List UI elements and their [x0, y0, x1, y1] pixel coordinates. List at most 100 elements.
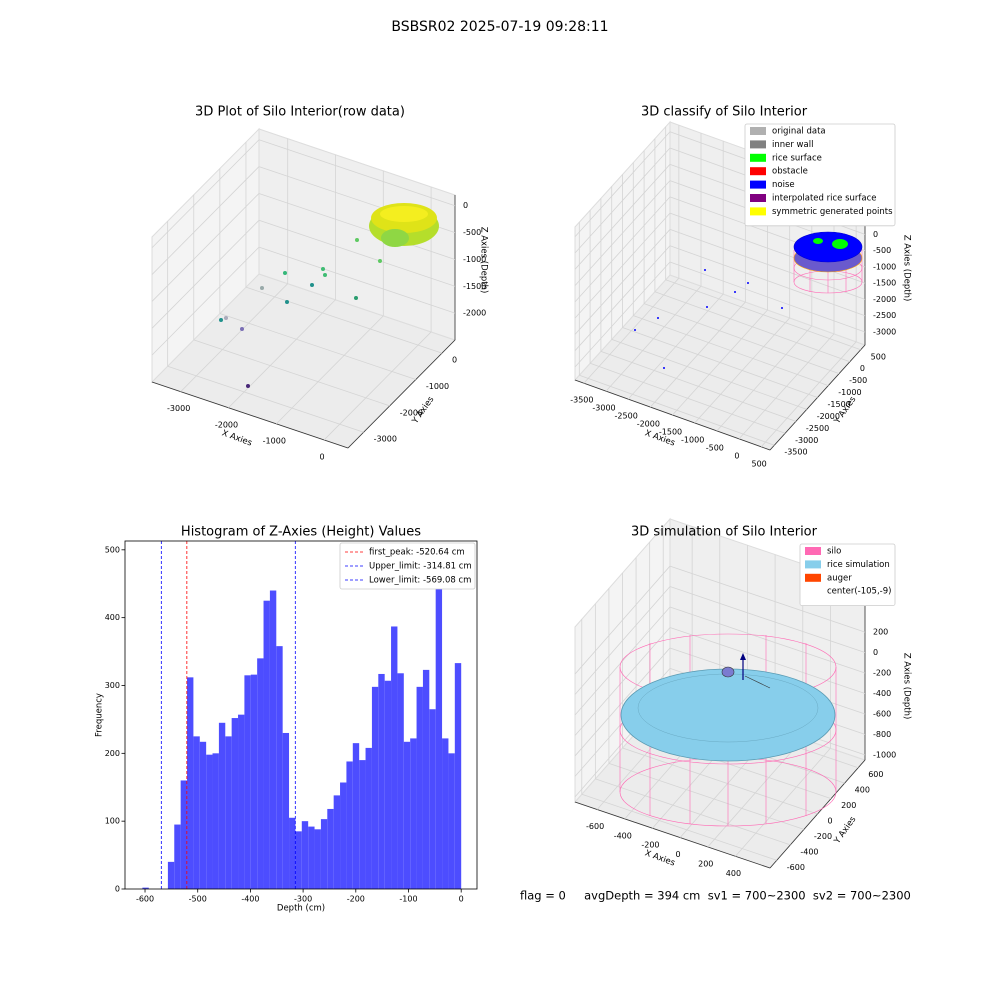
y-tick-label: 0: [828, 817, 833, 826]
legend-swatch: [750, 207, 766, 216]
grid-line: [669, 586, 866, 653]
z-tick-label: -500: [873, 246, 891, 255]
z-tick-label: 0: [873, 648, 878, 657]
bar: [327, 808, 334, 889]
bar: [429, 709, 436, 889]
grid-line: [228, 299, 336, 409]
y-tick-label: -3000: [374, 435, 397, 444]
y-tick-label: 200: [841, 801, 856, 810]
legend-box: [799, 543, 896, 606]
bar: [371, 686, 379, 889]
y-tick-label: -1000: [838, 388, 861, 397]
x-tick-label: -3000: [167, 404, 190, 413]
grid-line: [151, 246, 260, 356]
legend-label: rice surface: [772, 153, 822, 163]
y-tick-label: 400: [855, 786, 870, 795]
bar: [352, 743, 360, 889]
grid-line: [643, 303, 840, 375]
decorations: [219, 203, 863, 827]
y-tick-label: -600: [787, 863, 805, 872]
grid-line: [574, 606, 671, 716]
bar: [187, 677, 194, 889]
x-tick-label: 0: [734, 451, 739, 460]
grid-line: [219, 313, 416, 380]
x-tick-label: -600: [586, 822, 604, 831]
bar: [276, 646, 283, 889]
legend-label: rice simulation: [827, 560, 890, 570]
grid-line: [574, 565, 671, 675]
y-tick-label: 200: [105, 749, 120, 758]
legend-swatch: [805, 587, 821, 596]
z-tick-label: -1500: [463, 282, 486, 291]
grid-line: [258, 139, 456, 207]
bar: [397, 673, 404, 889]
bar: [244, 675, 251, 889]
grid-line: [589, 362, 786, 434]
grid-line: [574, 196, 671, 303]
bar: [359, 760, 366, 889]
legend-label: original data: [772, 127, 826, 137]
z-tick-label: 0: [873, 230, 878, 239]
z-tick-label: -400: [873, 689, 891, 698]
grid-line: [611, 339, 807, 410]
x-tick-label: -500: [706, 443, 724, 452]
point-cloud: [219, 203, 439, 388]
bar: [422, 669, 430, 889]
x-tick-label: -400: [614, 831, 632, 840]
grid-line: [574, 212, 671, 319]
figure-title: BSBSR02 2025-07-19 09:28:11: [391, 19, 608, 35]
bar: [454, 663, 462, 889]
x-tick-label: 0: [676, 850, 681, 859]
silo-simulation: [619, 633, 837, 827]
y-tick-label: 0: [115, 885, 120, 894]
bar: [308, 826, 315, 889]
x-tick-label: 0: [320, 452, 325, 461]
y-axis-line: [347, 339, 456, 449]
z-tick-label: -500: [463, 228, 481, 237]
y-tick-label: 0: [860, 364, 865, 373]
y-axis-label: Frequency: [95, 693, 105, 737]
z-tick-label: -800: [873, 730, 891, 739]
z-axis-label: Z Axies (Depth): [479, 227, 489, 294]
y-tick-label: -2500: [806, 424, 829, 433]
legend-box: [339, 542, 476, 590]
z-tick-label: -3000: [873, 327, 896, 336]
y-tick-label: 300: [105, 681, 120, 690]
z-axis-label: Z Axies (Depth): [902, 653, 912, 720]
legend-label: first_peak: -520.64 cm: [369, 548, 465, 558]
grid-line: [258, 219, 456, 287]
grid-line: [258, 246, 456, 314]
grid-line: [669, 261, 866, 333]
x-tick-label: 500: [751, 459, 766, 468]
bar: [378, 673, 385, 889]
chart-title: 3D simulation of Silo Interior: [631, 525, 818, 540]
legend-label: auger: [827, 573, 852, 583]
grid-line: [669, 565, 866, 633]
z-tick-label: 200: [873, 628, 888, 637]
x-tick-label: -2000: [637, 420, 660, 429]
bar: [206, 754, 213, 889]
bar: [174, 824, 181, 889]
y-tick-label: 500: [105, 545, 120, 554]
x-tick-label: -200: [347, 895, 365, 904]
legend-label: center(-105,-9): [827, 587, 891, 597]
grid-line: [245, 286, 443, 354]
z-tick-label: -1000: [873, 262, 896, 271]
y-tick-label: -1500: [828, 400, 851, 409]
grid-line: [581, 793, 777, 861]
bar: [263, 600, 270, 889]
chart-title: Histogram of Z-Axies (Height) Values: [181, 525, 421, 540]
z-tick-label: -2000: [873, 295, 896, 304]
legend-label: inner wall: [772, 140, 813, 150]
legend-label: Lower_limit: -569.08 cm: [369, 576, 471, 586]
bar: [403, 741, 411, 889]
legend-swatch: [805, 547, 821, 555]
grid-line: [323, 331, 432, 441]
grid-line: [669, 627, 866, 694]
grid-line: [579, 374, 775, 446]
grid-line: [595, 778, 791, 846]
grid-line: [193, 339, 390, 407]
bar: [416, 686, 423, 889]
grid-line: [622, 327, 818, 398]
